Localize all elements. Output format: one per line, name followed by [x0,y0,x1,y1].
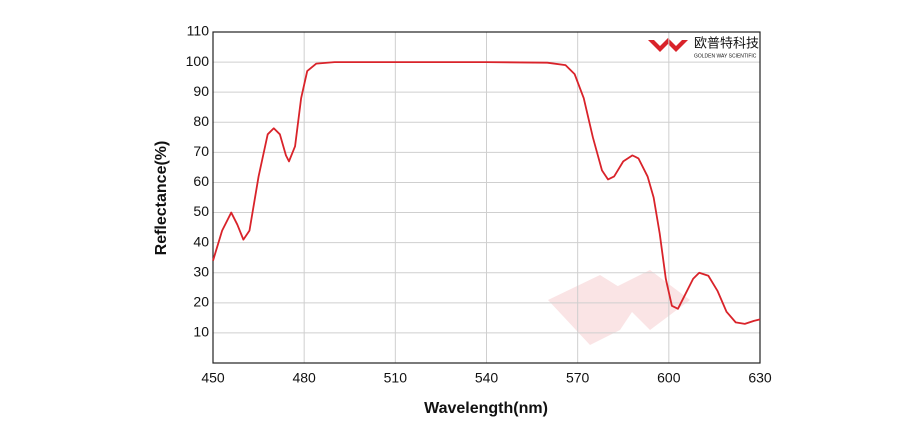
x-tick-label: 570 [566,370,590,386]
plot-frame [212,31,761,364]
x-tick-label: 630 [748,370,772,386]
logo: 欧普特科技 GOLDEN WAY SCIENTIFIC [648,35,759,59]
y-tick-label: 90 [193,83,209,99]
x-tick-label: 540 [475,370,499,386]
x-tick-label: 600 [657,370,681,386]
y-tick-label: 30 [193,263,209,279]
logo-mark [648,38,688,52]
y-tick-label: 80 [193,113,209,129]
y-tick-label: 100 [186,53,210,69]
y-tick-label: 40 [193,233,209,249]
x-axis-label: Wavelength(nm) [424,400,548,417]
y-tick-label: 50 [193,203,209,219]
x-tick-label: 450 [201,370,225,386]
y-axis-label: Reflectance(%) [153,141,170,256]
y-tick-label: 10 [193,324,209,340]
logo-tagline: GOLDEN WAY SCIENTIFIC [694,53,757,59]
y-tick-label: 70 [193,143,209,159]
x-tick-label: 480 [292,370,316,386]
watermark [548,270,690,345]
y-tick-label: 110 [187,23,210,39]
data-line [212,61,761,325]
y-tick-label: 60 [193,173,209,189]
x-tick-label: 510 [384,370,408,386]
logo-name: 欧普特科技 [694,35,759,50]
watermark-shape [548,270,690,345]
y-tick-label: 20 [193,294,209,310]
